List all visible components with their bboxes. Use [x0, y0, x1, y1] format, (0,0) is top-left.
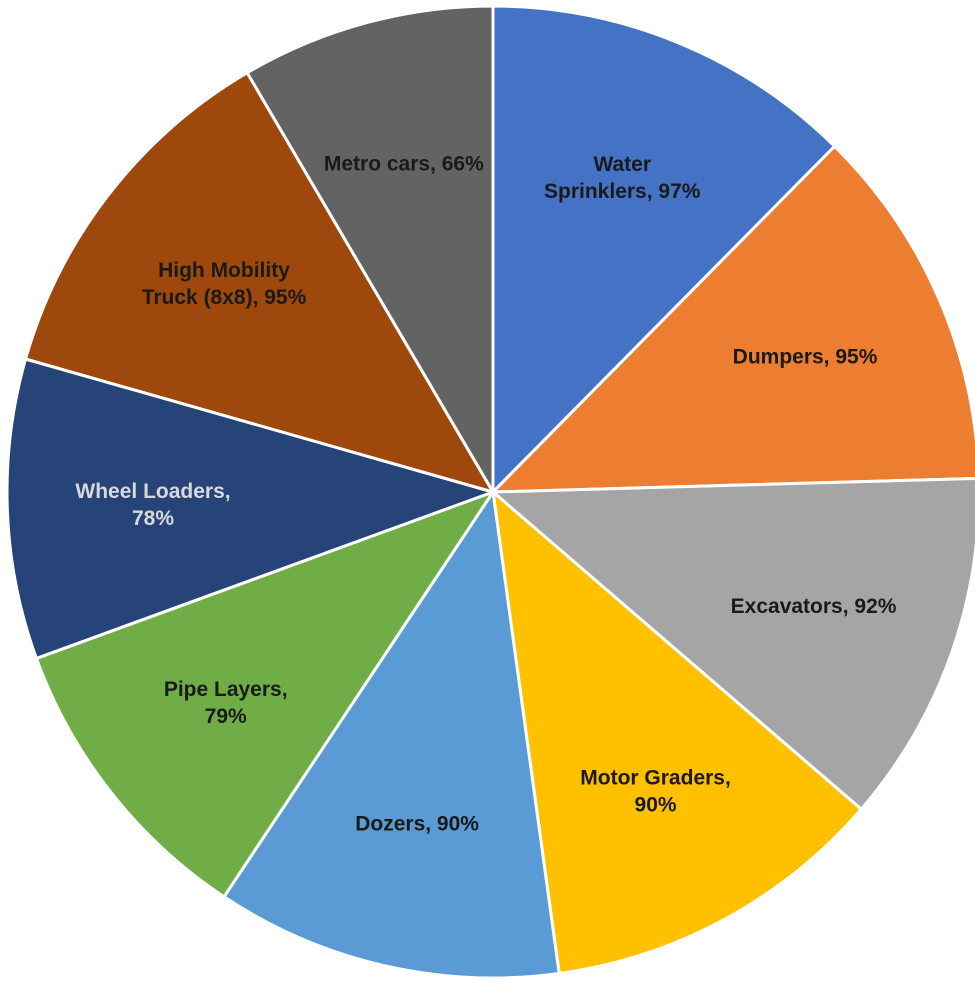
- pie-slice-dozers: [222, 490, 561, 980]
- pie-label-line: Water: [593, 153, 651, 176]
- pie-label-dumpers: Dumpers, 95%: [733, 345, 878, 368]
- pie-label-line: 90%: [635, 793, 677, 816]
- pie-label-line: Pipe Layers,: [164, 678, 288, 701]
- pie-label-wheel-loaders: Wheel Loaders, 78%: [75, 480, 230, 530]
- pie-slice-motor-graders: [491, 490, 863, 975]
- pie-slice-water-sprinklers: [491, 4, 837, 494]
- pie-label-line: Motor Graders,: [580, 766, 731, 789]
- pie-label-line: Dozers, 90%: [355, 813, 479, 836]
- pie-label-water-sprinklers: Water Sprinklers, 97%: [544, 153, 701, 203]
- pie-label-line: Dumpers, 95%: [733, 345, 878, 368]
- pie-slice-pipe-layers: [34, 490, 495, 899]
- pie-label-dozers: Dozers, 90%: [355, 813, 479, 836]
- pie-slice-wheel-loaders: [5, 357, 495, 660]
- pie-label-excavators: Excavators, 92%: [731, 595, 897, 618]
- pie-label-metro-cars: Metro cars, 66%: [324, 153, 484, 176]
- pie-slice-dumpers: [491, 144, 975, 494]
- pie-label-line: Metro cars, 66%: [324, 153, 484, 176]
- pie-label-line: 78%: [132, 507, 174, 530]
- pie-label-line: Wheel Loaders,: [75, 480, 230, 503]
- pie-label-motor-graders: Motor Graders, 90%: [580, 766, 731, 816]
- pie-slice-high-mobility-truck-8x8: [24, 71, 495, 494]
- pie-label-line: 79%: [205, 705, 247, 728]
- pie-slice-excavators: [491, 476, 975, 811]
- pie-slice-metro-cars: [245, 4, 495, 494]
- pie-label-line: Excavators, 92%: [731, 595, 897, 618]
- pie-label-high-mobility-truck-8x8: High Mobility Truck (8x8), 95%: [142, 259, 307, 309]
- pie-slices: [5, 4, 975, 980]
- pie-label-line: Truck (8x8), 95%: [142, 286, 307, 309]
- pie-labels: Water Sprinklers, 97% Dumpers, 95% Excavato…: [75, 153, 896, 836]
- pie-label-pipe-layers: Pipe Layers, 79%: [164, 678, 288, 728]
- pie-label-line: Sprinklers, 97%: [544, 180, 701, 203]
- pie-label-line: High Mobility: [158, 259, 290, 282]
